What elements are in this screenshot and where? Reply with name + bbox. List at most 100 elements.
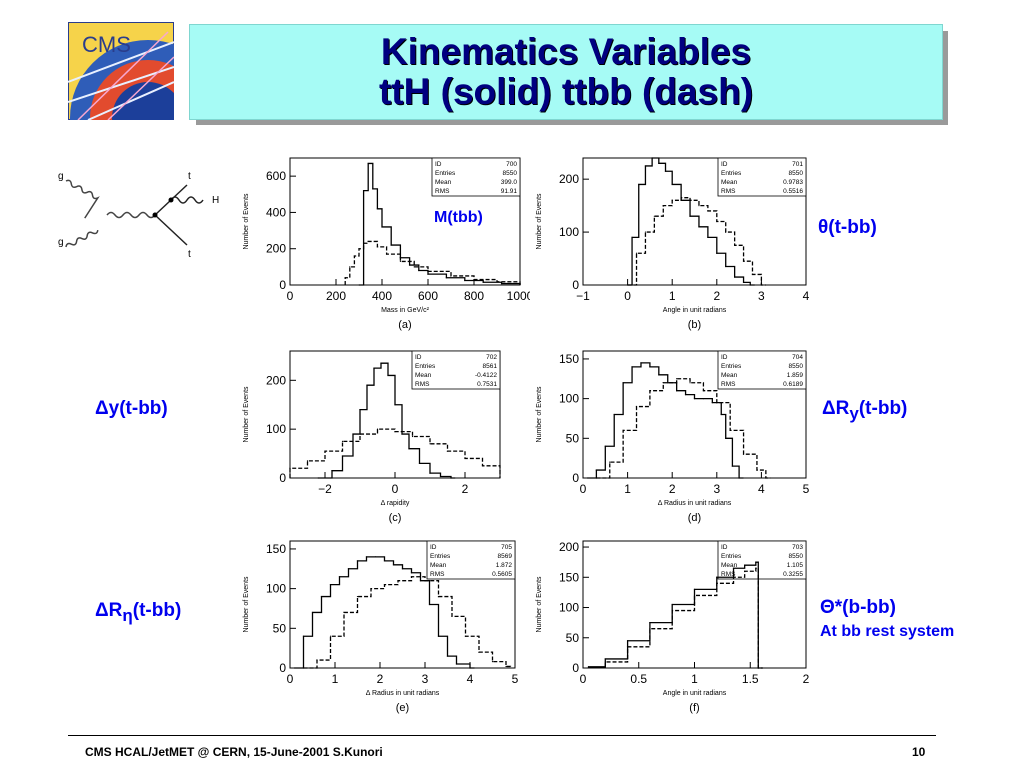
stats-value: -0.4122 bbox=[475, 372, 497, 379]
title-box: Kinematics Variables ttH (solid) ttbb (d… bbox=[189, 24, 943, 120]
data-point bbox=[604, 661, 606, 663]
y-tick-label: 0 bbox=[572, 661, 579, 675]
data-point bbox=[381, 226, 383, 228]
label-delta-y: Δy(t-bb) bbox=[95, 398, 168, 419]
y-tick-label: 200 bbox=[266, 242, 286, 256]
y-axis-label: Number of Events bbox=[243, 576, 250, 633]
data-point bbox=[429, 472, 431, 474]
plot-frame bbox=[582, 157, 807, 286]
data-point bbox=[392, 564, 395, 566]
data-point bbox=[505, 665, 507, 668]
data-point bbox=[372, 188, 374, 190]
y-tick-label: 100 bbox=[266, 582, 286, 596]
data-point bbox=[716, 401, 718, 404]
data-point bbox=[742, 260, 745, 262]
data-point bbox=[671, 183, 673, 186]
y-tick-label: 50 bbox=[273, 621, 287, 635]
y-tick-label: 0 bbox=[279, 661, 286, 675]
stats-value: 702 bbox=[486, 354, 497, 361]
plot-frame bbox=[289, 540, 516, 669]
stats-value: 8550 bbox=[789, 170, 804, 177]
label-delta-reta-sub: η bbox=[122, 605, 133, 625]
stats-value: 700 bbox=[506, 161, 517, 168]
data-point bbox=[658, 374, 660, 376]
stats-value: 399.0 bbox=[501, 179, 518, 186]
data-point bbox=[455, 663, 458, 665]
data-point bbox=[631, 236, 633, 238]
data-point bbox=[595, 477, 597, 479]
label-rest-system: At bb rest system bbox=[820, 623, 955, 640]
y-tick-label: 100 bbox=[559, 225, 579, 239]
x-tick-label: 0 bbox=[624, 289, 631, 303]
data-point bbox=[316, 659, 318, 661]
data-point bbox=[356, 595, 359, 598]
data-point bbox=[604, 445, 606, 447]
data-point bbox=[716, 252, 718, 254]
y-tick-label: 0 bbox=[279, 278, 286, 292]
series-ttbb bbox=[627, 197, 766, 286]
stats-value: 91.91 bbox=[501, 188, 518, 195]
plot-frame bbox=[582, 350, 807, 479]
y-tick-label: 0 bbox=[572, 278, 579, 292]
data-point bbox=[394, 404, 396, 406]
x-tick-label: 1 bbox=[624, 482, 631, 496]
data-point bbox=[329, 584, 332, 586]
data-point bbox=[649, 628, 651, 630]
data-point bbox=[635, 252, 638, 254]
x-tick-label: 2 bbox=[803, 672, 810, 686]
data-point bbox=[716, 582, 718, 584]
data-point bbox=[662, 205, 664, 207]
data-point bbox=[341, 440, 344, 442]
feyn-label-t1: t bbox=[188, 171, 191, 182]
data-point bbox=[627, 284, 629, 286]
data-point bbox=[627, 646, 629, 648]
series-ttbb bbox=[344, 240, 521, 285]
x-tick-label: 0 bbox=[392, 482, 399, 496]
stats-key: Mean bbox=[435, 179, 452, 186]
plot-caption: (c) bbox=[389, 512, 402, 524]
data-point bbox=[359, 433, 361, 435]
data-point bbox=[651, 157, 653, 159]
data-point bbox=[411, 435, 414, 438]
data-point bbox=[653, 215, 655, 217]
data-point bbox=[644, 231, 647, 233]
y-axis-label: Number of Events bbox=[536, 576, 543, 633]
x-tick-label: 3 bbox=[713, 482, 720, 496]
series-ttbb bbox=[596, 378, 771, 479]
data-point bbox=[473, 278, 475, 281]
x-axis-label: Δ rapidity bbox=[381, 500, 410, 507]
feyn-label-g2: g bbox=[58, 237, 64, 248]
data-point bbox=[311, 611, 314, 614]
x-tick-label: −1 bbox=[576, 289, 590, 303]
data-point bbox=[501, 282, 503, 285]
data-point bbox=[320, 595, 323, 598]
y-tick-label: 100 bbox=[266, 422, 286, 436]
data-point bbox=[343, 611, 345, 614]
data-point bbox=[671, 603, 673, 606]
data-point bbox=[450, 477, 452, 479]
stats-value: 0.7531 bbox=[477, 381, 497, 388]
plot-caption: (b) bbox=[688, 319, 701, 331]
data-point bbox=[595, 469, 597, 471]
data-point bbox=[731, 465, 734, 467]
plot-c: −2 0 2 0 100 200 Δ rapidity Number of Events (c)… bbox=[243, 350, 501, 524]
label-mtbb: M(tbb) bbox=[434, 209, 483, 226]
stats-key: Entries bbox=[415, 363, 436, 370]
data-point bbox=[496, 281, 498, 283]
series-tth bbox=[627, 157, 755, 286]
data-point bbox=[317, 477, 319, 479]
stats-box bbox=[426, 540, 516, 580]
data-point bbox=[676, 378, 678, 380]
data-point bbox=[671, 199, 673, 201]
y-tick-label: 600 bbox=[266, 169, 286, 183]
data-point bbox=[373, 367, 375, 369]
data-point bbox=[383, 584, 386, 586]
stats-key: RMS bbox=[721, 188, 736, 195]
series-ttbb bbox=[587, 567, 763, 669]
data-point bbox=[749, 284, 751, 286]
data-point bbox=[293, 667, 296, 669]
y-tick-label: 200 bbox=[559, 540, 579, 554]
data-point bbox=[698, 226, 700, 228]
